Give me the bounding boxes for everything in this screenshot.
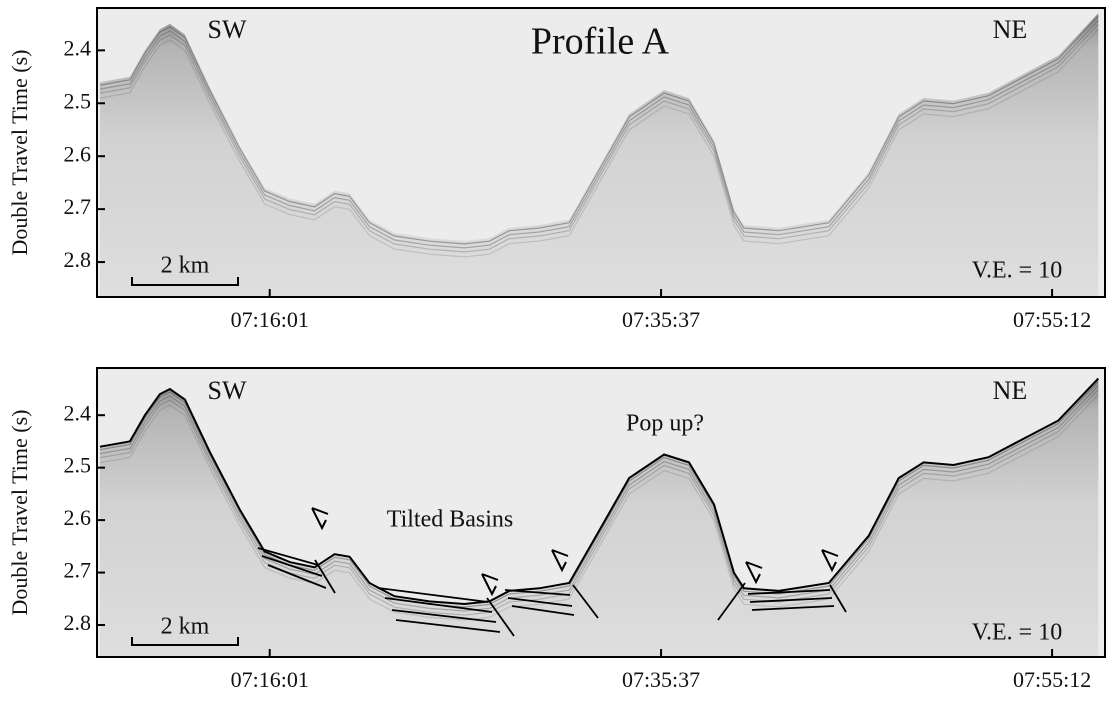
y-tick-label: 2.5 <box>64 88 92 113</box>
fault-arrow <box>311 507 329 531</box>
interpreted-fault <box>511 605 575 616</box>
y-axis-label: Double Travel Time (s) <box>7 50 32 256</box>
y-axis-label: Double Travel Time (s) <box>7 410 32 616</box>
annotation: 2 km <box>161 253 210 279</box>
x-tick-label: 07:35:37 <box>622 307 700 332</box>
interpreted-fault <box>384 597 493 613</box>
y-tick-label: 2.8 <box>64 610 92 635</box>
reflector <box>99 28 1099 258</box>
interpreted-fault <box>267 564 327 589</box>
reflector <box>99 15 1099 245</box>
annotation: Tilted Basins <box>387 507 513 533</box>
interpreted-fault <box>747 589 831 595</box>
x-tick-label: 07:55:12 <box>1013 667 1091 692</box>
interpreted-fault <box>504 589 571 596</box>
x-tick-label: 07:55:12 <box>1013 307 1091 332</box>
fault-arrow <box>821 549 839 573</box>
interpreted-fault <box>261 555 323 577</box>
interpreted-fault <box>395 619 501 633</box>
reflector <box>99 385 1099 612</box>
interpreted-fault <box>377 587 489 603</box>
reflector <box>99 23 1099 253</box>
annotation: 2 km <box>161 614 210 640</box>
interpreted-fault <box>829 584 847 613</box>
y-tick-label: 2.7 <box>64 194 92 219</box>
y-tick-label: 2.8 <box>64 247 92 272</box>
x-tick-label: 07:16:01 <box>231 667 309 692</box>
y-tick-label: 2.4 <box>64 35 92 60</box>
seafloor-line <box>99 377 1100 606</box>
plot-frame <box>96 7 1106 298</box>
annotation: NE <box>993 15 1028 44</box>
scale-bar <box>131 277 239 286</box>
x-tick-label: 07:35:37 <box>622 667 700 692</box>
y-tick-label: 2.4 <box>64 400 92 425</box>
fault-arrow <box>745 561 763 585</box>
interpreted-fault <box>486 597 515 637</box>
interpreted-fault <box>572 584 599 619</box>
annotation: SW <box>208 376 247 405</box>
fault-arrow <box>481 573 499 597</box>
y-tick-label: 2.7 <box>64 558 92 583</box>
interpreted-fault <box>751 605 835 611</box>
reflector <box>99 381 1099 608</box>
seismic-image <box>99 377 1100 657</box>
x-tick-label: 07:16:01 <box>231 307 309 332</box>
seismic-image <box>99 13 1099 297</box>
annotation: Pop up? <box>626 411 704 437</box>
y-tick-label: 2.6 <box>64 505 92 530</box>
chart-title: Profile A <box>531 21 670 63</box>
interpreted-fault <box>391 609 497 623</box>
interpreted-fault <box>257 547 319 566</box>
interpreted-fault <box>749 597 833 603</box>
plot-frame <box>96 367 1106 658</box>
annotation: NE <box>993 376 1028 405</box>
y-tick-label: 2.5 <box>64 453 92 478</box>
scale-bar <box>131 637 239 646</box>
interpreted-fault <box>717 582 746 621</box>
seafloor-area <box>99 378 1099 657</box>
reflector <box>99 394 1099 621</box>
annotation: V.E. = 10 <box>972 620 1062 646</box>
interpreted-fault <box>314 559 336 594</box>
interpreted-fault <box>507 597 573 607</box>
annotation: SW <box>208 15 247 44</box>
fault-arrow <box>551 549 569 573</box>
reflector <box>99 19 1099 249</box>
y-tick-label: 2.6 <box>64 141 92 166</box>
annotation: V.E. = 10 <box>972 258 1062 284</box>
seafloor-area <box>99 13 1099 297</box>
